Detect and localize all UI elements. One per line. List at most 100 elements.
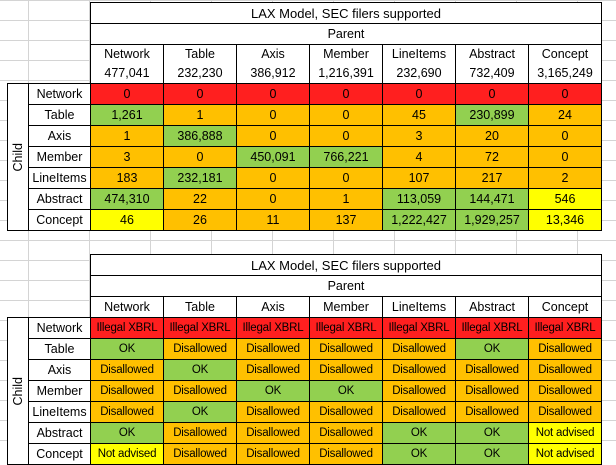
column-name: Abstract (469, 47, 515, 61)
matrix-cell: 0 (236, 83, 310, 105)
matrix-cell: 137 (309, 209, 383, 231)
matrix-cell: 3 (382, 125, 456, 147)
table-row: Axis Disallowed OK Disallowed Disallowed Disa… (8, 359, 602, 381)
column-header-lineitems: LineItems 232,690 (382, 44, 456, 84)
row-label-member: Member (28, 380, 91, 402)
column-header-network: Network 477,041 (90, 44, 164, 84)
parent-header: Parent (90, 275, 602, 297)
matrix-cell: Disallowed (163, 380, 237, 402)
matrix-cell: Disallowed (528, 380, 602, 402)
column-header-concept: Concept (528, 296, 602, 318)
row-label-network: Network (28, 317, 91, 339)
row-label-table: Table (28, 338, 91, 360)
matrix-cell: 26 (163, 209, 237, 231)
matrix-cell: Not advised (90, 443, 164, 465)
matrix-cell: 11 (236, 209, 310, 231)
matrix-cell: 0 (382, 83, 456, 105)
matrix-cell: OK (163, 401, 237, 423)
column-header-member: Member 1,216,391 (309, 44, 383, 84)
table-row: Child Network 0 0 0 0 0 0 0 (7, 83, 602, 231)
column-header-table: Table (163, 296, 237, 318)
matrix-cell: 232,181 (163, 167, 237, 189)
matrix-cell: 20 (455, 125, 529, 147)
matrix-cell: OK (236, 380, 310, 402)
row-label-network: Network (28, 83, 91, 105)
matrix-cell: Disallowed (309, 338, 383, 360)
matrix-cell: 0 (309, 167, 383, 189)
matrix-cell: 144,471 (455, 188, 529, 210)
matrix-cell: OK (163, 359, 237, 381)
matrix-cell: 386,888 (163, 125, 237, 147)
column-header-axis: Axis (236, 296, 310, 318)
matrix-cell: 13,346 (528, 209, 602, 231)
matrix-cell: 1,222,427 (382, 209, 456, 231)
matrix-cell: Illegal XBRL (528, 317, 602, 339)
matrix-cell: Illegal XBRL (455, 317, 529, 339)
matrix-cell: 0 (90, 83, 164, 105)
matrix-cell: OK (382, 443, 456, 465)
child-axis-label: Child (7, 317, 29, 465)
matrix-cell: 217 (455, 167, 529, 189)
column-count: 477,041 (104, 66, 150, 80)
matrix-cell: Disallowed (236, 443, 310, 465)
column-count: 732,409 (469, 66, 515, 80)
matrix-cell: Disallowed (382, 401, 456, 423)
matrix-cell: Disallowed (528, 359, 602, 381)
table-row: LineItems Disallowed OK Disallowed Disallowe… (8, 401, 602, 423)
matrix-cell: Disallowed (528, 401, 602, 423)
child-axis-label: Child (7, 83, 29, 231)
child-label: Child (11, 142, 25, 172)
matrix-cell: Disallowed (528, 338, 602, 360)
column-name: Axis (261, 47, 285, 61)
matrix-cell: 474,310 (90, 188, 164, 210)
matrix-cell: Disallowed (236, 401, 310, 423)
matrix-cell: 450,091 (236, 146, 310, 168)
matrix-cell: 22 (163, 188, 237, 210)
matrix-cell: OK (455, 443, 529, 465)
column-header-lineitems: LineItems (382, 296, 456, 318)
row-label-axis: Axis (28, 359, 91, 381)
matrix-cell: OK (382, 422, 456, 444)
matrix-cell: 1 (309, 188, 383, 210)
matrix-cell: 0 (236, 188, 310, 210)
matrix-cell: OK (90, 338, 164, 360)
matrix-cell: 1,261 (90, 104, 164, 126)
column-name: Table (185, 47, 215, 61)
matrix-cell: 46 (90, 209, 164, 231)
column-name: Network (104, 47, 150, 61)
matrix-cell: Not advised (528, 443, 602, 465)
row-label-lineitems: LineItems (28, 167, 91, 189)
matrix-cell: 4 (382, 146, 456, 168)
row-label-concept: Concept (28, 209, 91, 231)
matrix-cell: Disallowed (382, 380, 456, 402)
matrix-cell: 0 (309, 104, 383, 126)
matrix-cell: OK (309, 380, 383, 402)
matrix-cell: Disallowed (309, 422, 383, 444)
matrix-cell: 546 (528, 188, 602, 210)
column-header-network: Network (90, 296, 164, 318)
matrix-title: LAX Model, SEC filers supported (90, 254, 602, 276)
matrix-cell: 0 (163, 83, 237, 105)
row-label-abstract: Abstract (28, 422, 91, 444)
table-row: Concept Not advised Disallowed Disallowed Di… (8, 443, 602, 465)
table-row: Table 1,261 1 0 0 45 230,899 24 (8, 104, 602, 126)
matrix-cell: Disallowed (309, 443, 383, 465)
column-header-table: Table 232,230 (163, 44, 237, 84)
table-row: Abstract 474,310 22 0 1 113,059 144,471 546 (8, 188, 602, 210)
matrix-cell: 0 (309, 83, 383, 105)
matrix-cell: 0 (528, 146, 602, 168)
matrix-cell: 1,929,257 (455, 209, 529, 231)
matrix-cell: 113,059 (382, 188, 456, 210)
matrix-cell: 0 (163, 146, 237, 168)
matrix-cell: Not advised (528, 422, 602, 444)
matrix-cell: Disallowed (90, 380, 164, 402)
matrix-cell: Disallowed (236, 338, 310, 360)
matrix-cell: 183 (90, 167, 164, 189)
matrix-cell: 1 (90, 125, 164, 147)
matrix-cell: Disallowed (163, 422, 237, 444)
counts-matrix: LAX Model, SEC filers supported Parent N… (7, 2, 602, 231)
column-name: Member (323, 47, 369, 61)
table-row: Abstract OK Disallowed Disallowed Disallowed… (8, 422, 602, 444)
column-count: 3,165,249 (537, 66, 593, 80)
column-header-concept: Concept 3,165,249 (528, 44, 602, 84)
